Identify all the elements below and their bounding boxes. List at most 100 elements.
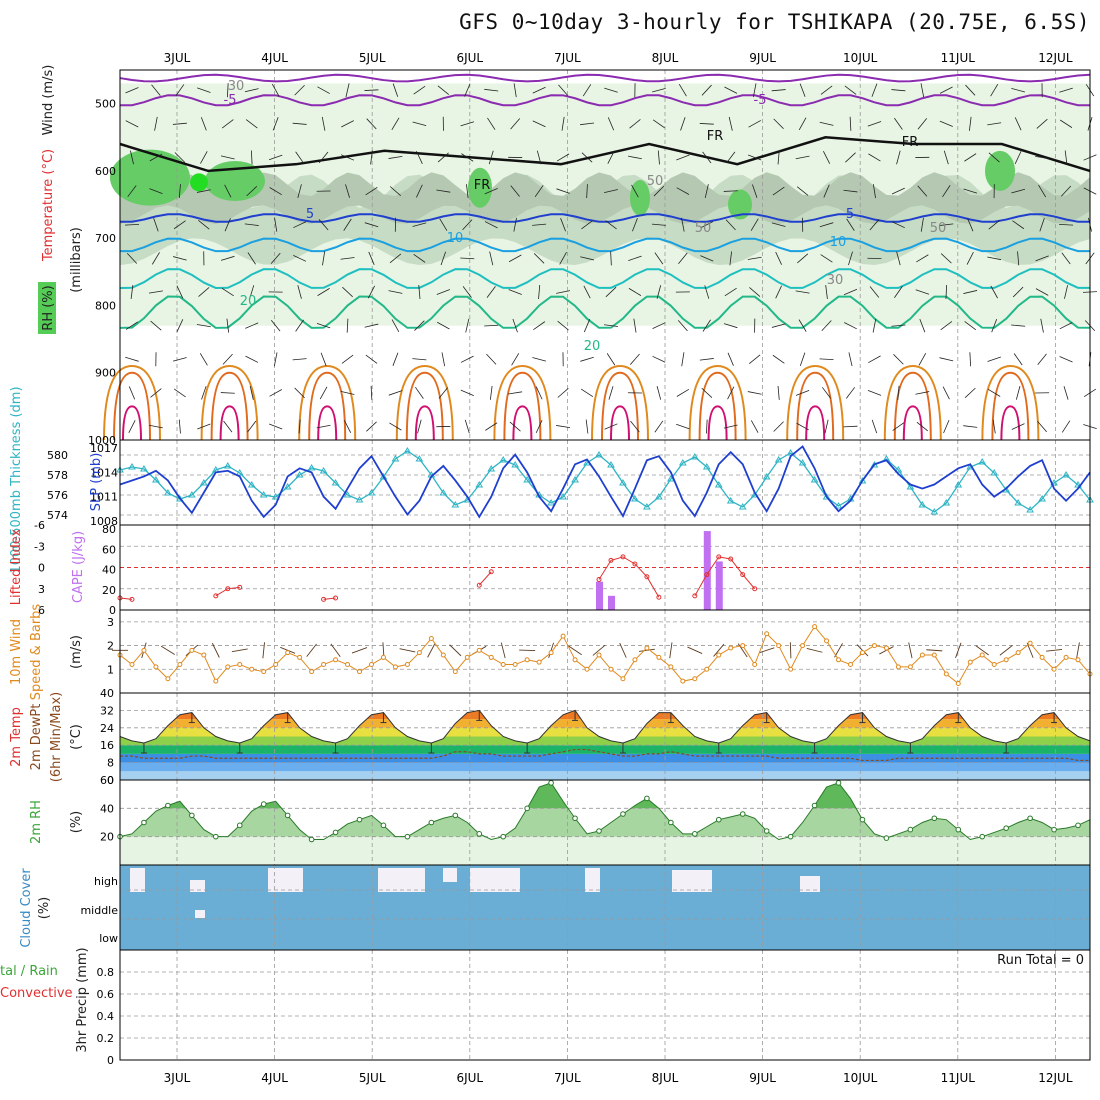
wind-barb: [1059, 119, 1073, 128]
contour-label: 10: [830, 235, 847, 250]
contour-label: 5: [306, 207, 314, 222]
wind-barb: [364, 89, 379, 91]
wind-barb: [556, 188, 570, 194]
wind-barb: [510, 118, 521, 130]
wind-barb: [174, 152, 186, 163]
wind-barb: [1014, 117, 1022, 131]
wind-barb: [920, 217, 924, 232]
contour-label: 20: [240, 294, 257, 309]
isotherm-line: [119, 268, 1091, 289]
isotherm-arch: [219, 405, 240, 441]
wind-barb: [628, 255, 642, 262]
rh2m-point: [236, 822, 243, 829]
wind10-point: [632, 657, 638, 663]
wind-barb: [221, 119, 234, 129]
li-point: [656, 594, 662, 600]
isotherm-arch: [981, 364, 1040, 441]
temp-band: [120, 710, 1090, 720]
wind-barb: [556, 153, 570, 162]
wind10-point: [237, 662, 243, 668]
wind-barb: [436, 289, 451, 295]
wind10-point: [129, 662, 135, 668]
wind-barb: [1014, 150, 1022, 164]
wind10-point: [225, 664, 231, 670]
wind-barb: [439, 218, 448, 231]
wind-barb: [583, 319, 591, 333]
wind-barb: [342, 286, 353, 298]
thickness-point: [319, 467, 328, 474]
wind10-barb: [449, 644, 462, 657]
wind-barb: [604, 87, 618, 93]
wind-barb: [416, 184, 423, 198]
wind-barb: [1039, 217, 1045, 232]
wind-barb: [244, 88, 259, 93]
wind-barb: [777, 150, 780, 165]
wind-barb: [604, 423, 618, 430]
wind-barb: [173, 220, 186, 230]
wind-barb: [227, 83, 229, 98]
wind-barb: [580, 356, 594, 362]
wind-barb: [126, 252, 138, 264]
wind-barb: [699, 123, 714, 125]
rh2m-point: [931, 815, 938, 822]
wind-barb: [964, 153, 977, 162]
wind-barb: [297, 285, 302, 299]
wind-barb: [846, 218, 855, 231]
wind-barb: [200, 151, 208, 164]
wind10-point: [285, 650, 291, 656]
thickness-frame: [119, 439, 1091, 526]
wind-barb: [412, 358, 427, 361]
wind-barb: [413, 85, 426, 95]
wind-barb: [871, 419, 878, 434]
wind-barb: [293, 221, 307, 229]
wind-barb: [915, 289, 930, 295]
li-point: [596, 577, 602, 583]
rh-band: [120, 836, 1090, 865]
li-point: [476, 582, 482, 588]
wind10-point: [512, 662, 518, 668]
thickness-point: [199, 479, 208, 486]
wind-barb: [867, 390, 882, 396]
wind-barb: [580, 388, 594, 398]
wind10-point: [309, 669, 315, 675]
wind-barb: [724, 287, 737, 297]
date-label-top: 10JUL: [843, 51, 878, 65]
cloud-gap: [130, 868, 145, 892]
wind-barb: [508, 391, 523, 395]
wind-barb: [464, 419, 470, 434]
wind-barb: [771, 89, 786, 92]
tick-label: high: [94, 875, 118, 888]
wind10-point: [907, 664, 913, 670]
wind-barb: [820, 254, 833, 263]
wind-barb: [652, 322, 666, 329]
wind-barb: [316, 322, 331, 329]
contour-label: 50: [695, 221, 712, 236]
rh-bands: [120, 782, 1090, 865]
wind10-point: [644, 645, 650, 651]
wind-barb: [652, 119, 665, 129]
wind-barb: [345, 184, 350, 198]
thickness-point: [918, 501, 927, 508]
rh2m-point: [763, 828, 770, 834]
wind-barb: [796, 422, 809, 431]
wind-barb: [631, 184, 639, 198]
temp-band: [120, 727, 1090, 737]
wind-barb: [868, 153, 881, 162]
wind-barb: [316, 424, 331, 429]
wind-barb: [633, 318, 637, 333]
temp2m-label-a: 2m Temp: [9, 707, 24, 767]
wind-barb: [1061, 420, 1071, 433]
wind-barb: [657, 150, 660, 165]
tick-label: 576: [47, 489, 68, 502]
thickness-point: [235, 469, 244, 476]
rh2m-point: [620, 811, 626, 817]
wind-barb: [340, 257, 355, 260]
wind-barb: [1059, 87, 1073, 93]
date-label-top: 9JUL: [749, 51, 776, 65]
wind10-barb: [908, 642, 913, 659]
wind-barb: [341, 120, 354, 128]
wind-barb: [967, 218, 974, 232]
wind-barb: [417, 419, 422, 434]
rh-band-70: [120, 170, 1090, 225]
wind-barb: [988, 220, 1000, 230]
